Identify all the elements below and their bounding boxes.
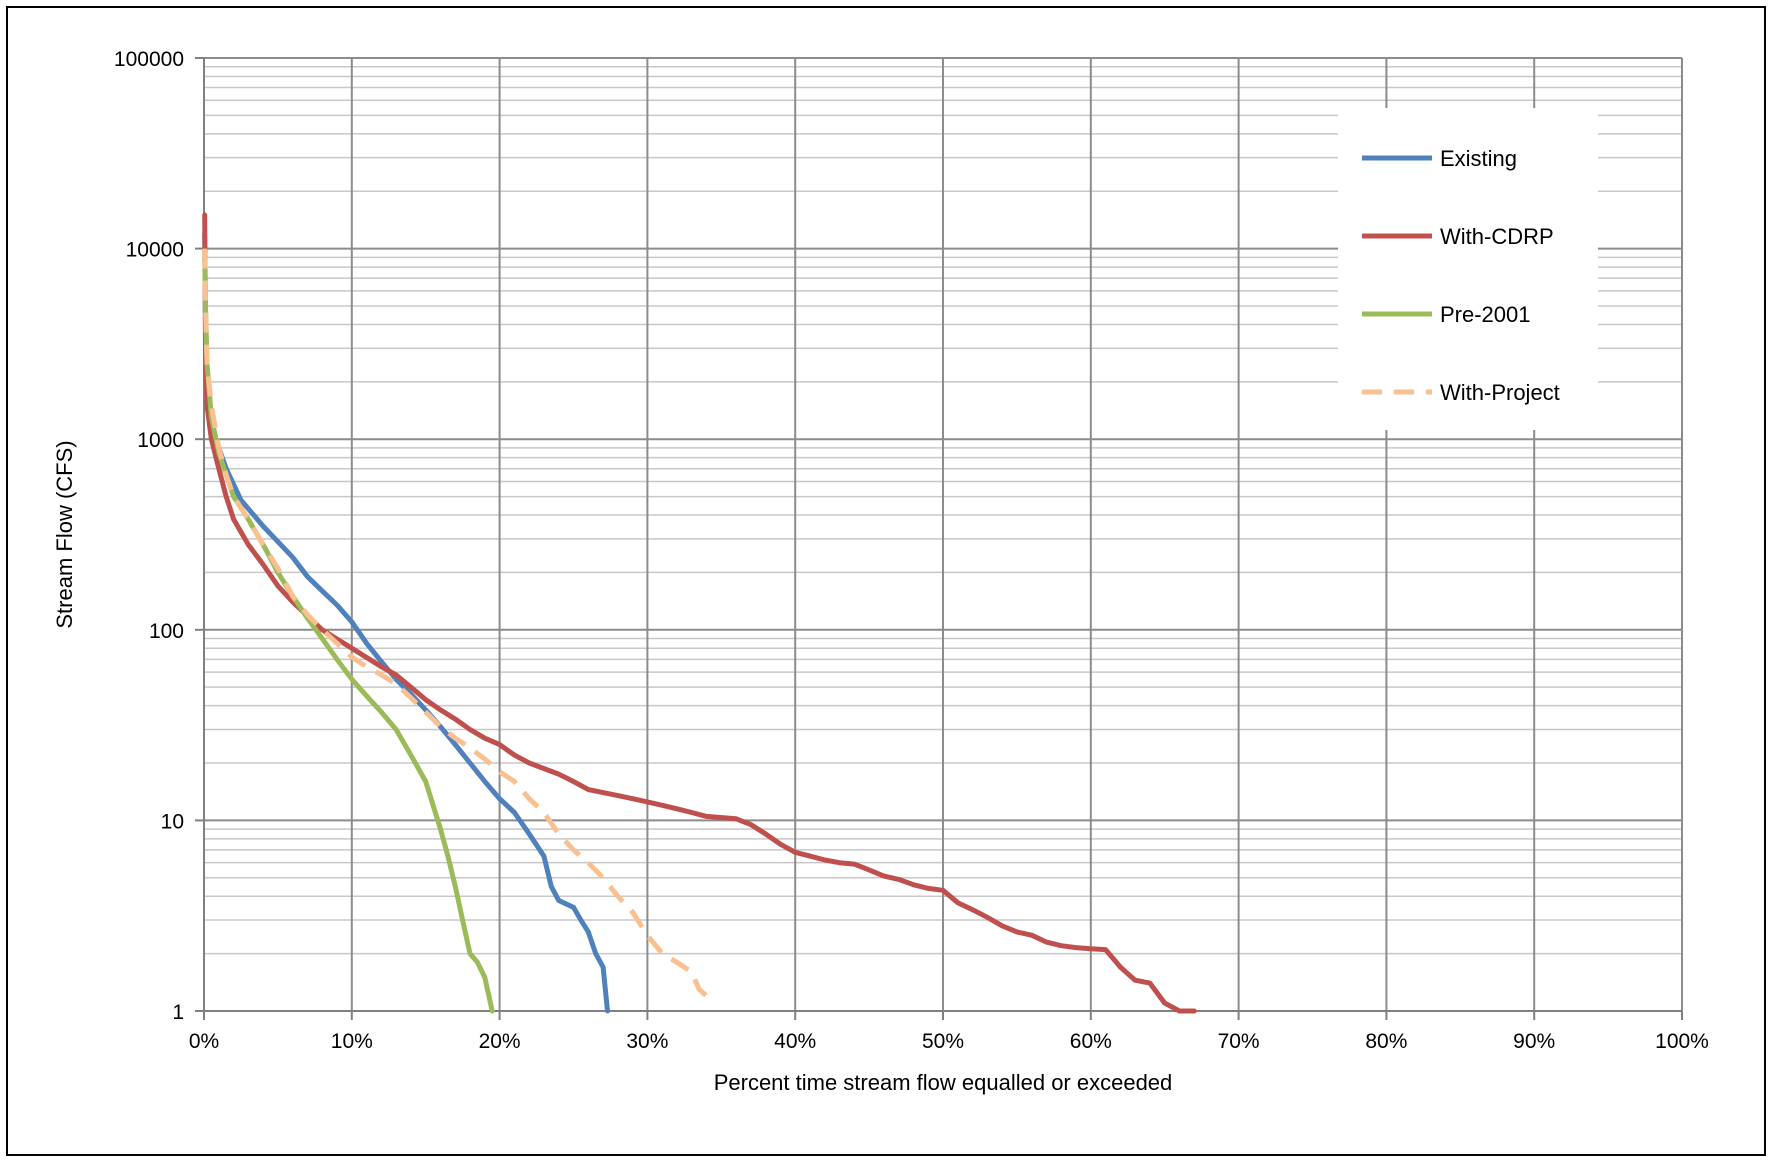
- stream-flow-chart: 0% 10% 20% 30% 40% 50% 60% 70% 80% 90% 100% 1 10 100…: [52, 48, 1709, 1095]
- series-line-with-cdrp: [202, 212, 1197, 1014]
- y-axis-title: Stream Flow (CFS): [52, 440, 77, 628]
- y-tick-label: 100: [149, 620, 184, 643]
- y-tick-label: 100000: [114, 48, 184, 71]
- legend-box: [1338, 108, 1598, 430]
- x-tick-label: 70%: [1218, 1030, 1260, 1053]
- legend: Existing With-CDRP Pre-2001 With-Project: [1338, 108, 1598, 430]
- x-tick-label: 0%: [189, 1030, 219, 1053]
- y-tick-label: 1000: [137, 429, 184, 452]
- series-lines: [202, 212, 1197, 1014]
- y-tick-label: 10: [161, 810, 184, 833]
- x-axis-title: Percent time stream flow equalled or exc…: [714, 1070, 1173, 1095]
- y-tick-label: 1: [172, 1001, 184, 1024]
- x-tick-label: 30%: [626, 1030, 668, 1053]
- x-tick-label: 50%: [922, 1030, 964, 1053]
- y-tick-label: 10000: [126, 239, 184, 262]
- legend-label-existing: Existing: [1440, 146, 1517, 171]
- series-line-pre-2001: [202, 254, 495, 1014]
- x-tick-label: 100%: [1655, 1030, 1709, 1053]
- series-line-existing: [202, 231, 610, 1014]
- x-tick-label: 60%: [1070, 1030, 1112, 1053]
- series-line-with-project: [202, 248, 709, 998]
- y-tick-labels: 1 10 100 1000 10000 100000: [114, 48, 184, 1024]
- legend-label-with-project: With-Project: [1440, 380, 1560, 405]
- x-tick-label: 80%: [1365, 1030, 1407, 1053]
- x-tick-labels: 0% 10% 20% 30% 40% 50% 60% 70% 80% 90% 100%: [189, 1030, 1709, 1053]
- legend-label-pre-2001: Pre-2001: [1440, 302, 1531, 327]
- x-tick-label: 90%: [1513, 1030, 1555, 1053]
- x-tick-label: 20%: [479, 1030, 521, 1053]
- chart-frame: 0% 10% 20% 30% 40% 50% 60% 70% 80% 90% 100% 1 10 100…: [6, 6, 1766, 1156]
- legend-label-with-cdrp: With-CDRP: [1440, 224, 1554, 249]
- x-tick-label: 40%: [774, 1030, 816, 1053]
- x-tick-label: 10%: [331, 1030, 373, 1053]
